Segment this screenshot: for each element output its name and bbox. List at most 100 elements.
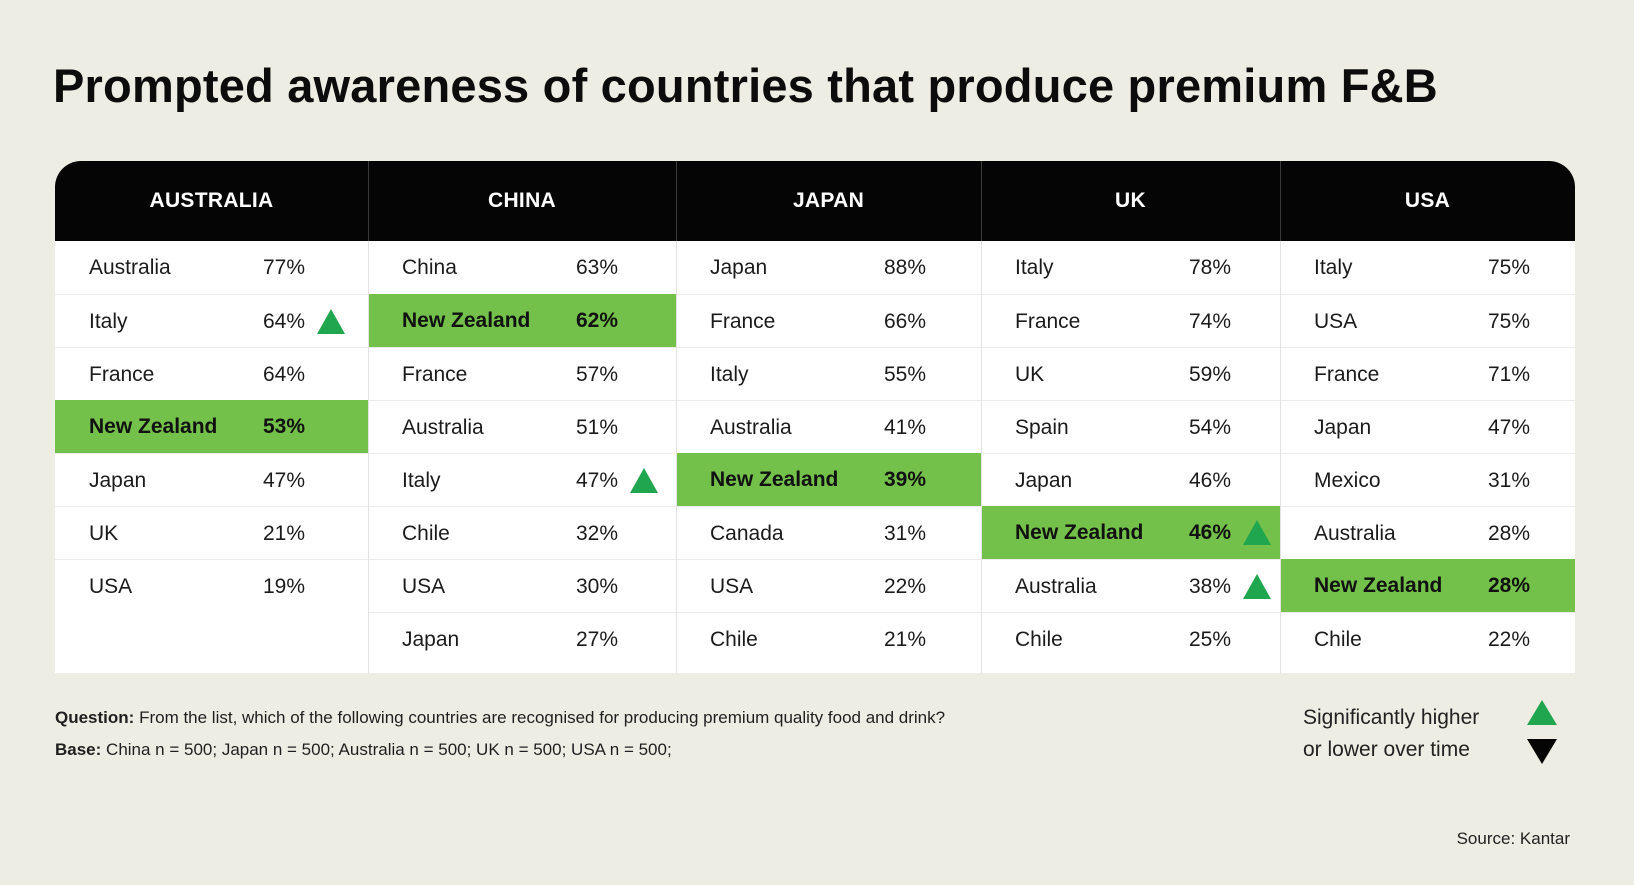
- question-note: Question: From the list, which of the fo…: [55, 702, 945, 734]
- country-name: Japan: [710, 256, 768, 279]
- table-row: France 71%: [1280, 347, 1575, 400]
- awareness-value: 57%: [576, 363, 619, 386]
- table-row-highlighted: New Zealand 53%: [55, 400, 368, 453]
- country-name: New Zealand: [402, 309, 531, 332]
- country-name: USA: [89, 575, 133, 598]
- table-row: Japan 47%: [1280, 400, 1575, 453]
- country-name: Italy: [710, 363, 749, 386]
- awareness-value: 19%: [263, 575, 306, 598]
- awareness-value: 22%: [1488, 628, 1531, 651]
- column-header: JAPAN: [792, 189, 865, 212]
- awareness-value: 53%: [263, 415, 306, 438]
- table-row: Australia 28%: [1280, 506, 1575, 559]
- column-divider: [368, 161, 369, 673]
- awareness-value: 51%: [576, 416, 619, 439]
- country-name: France: [1015, 310, 1081, 333]
- awareness-value: 28%: [1488, 522, 1531, 545]
- table-row: France 74%: [981, 294, 1280, 347]
- country-name: Australia: [89, 256, 171, 279]
- legend-line-1: Significantly higher: [1303, 706, 1480, 729]
- table-row: Japan 88%: [676, 241, 981, 294]
- country-name: Japan: [89, 469, 147, 492]
- country-name: Chile: [402, 522, 450, 545]
- awareness-value: 55%: [884, 363, 927, 386]
- awareness-value: 77%: [263, 256, 306, 279]
- awareness-value: 88%: [884, 256, 927, 279]
- awareness-value: 32%: [576, 522, 619, 545]
- awareness-value: 39%: [884, 468, 927, 491]
- awareness-value: 30%: [576, 575, 619, 598]
- awareness-value: 75%: [1488, 256, 1531, 279]
- awareness-value: 31%: [884, 522, 927, 545]
- table-row: Japan 46%: [981, 453, 1280, 506]
- country-name: Mexico: [1314, 469, 1381, 492]
- awareness-value: 78%: [1189, 256, 1232, 279]
- table-row: Chile 22%: [1280, 612, 1575, 665]
- country-name: Italy: [89, 310, 128, 333]
- column-header: CHINA: [488, 189, 556, 212]
- awareness-value: 28%: [1488, 574, 1531, 597]
- country-name: China: [402, 256, 457, 279]
- country-name: Chile: [1015, 628, 1063, 651]
- column-header: USA: [1404, 189, 1451, 212]
- country-name: Chile: [1314, 628, 1362, 651]
- country-name: Australia: [1314, 522, 1396, 545]
- country-name: Australia: [1015, 575, 1097, 598]
- table-row-highlighted: New Zealand 46%: [981, 506, 1280, 559]
- legend-line-2: or lower over time: [1303, 738, 1470, 761]
- country-name: Canada: [710, 522, 784, 545]
- table-row: USA 75%: [1280, 294, 1575, 347]
- column-header: UK: [1115, 189, 1146, 212]
- country-name: New Zealand: [89, 415, 218, 438]
- column-divider: [676, 161, 677, 673]
- table-row: Mexico 31%: [1280, 453, 1575, 506]
- country-name: USA: [710, 575, 754, 598]
- table-row: China 63%: [368, 241, 676, 294]
- header-divider: [368, 161, 369, 241]
- footnotes: Question: From the list, which of the fo…: [55, 702, 945, 766]
- awareness-value: 62%: [576, 309, 619, 332]
- table-row: France 57%: [368, 347, 676, 400]
- table-row: Italy 75%: [1280, 241, 1575, 294]
- column-china: CHINA China 63% New Zealand 62% France 57% Aust…: [368, 161, 676, 673]
- table-row-highlighted: New Zealand 28%: [1280, 559, 1575, 612]
- country-name: France: [1314, 363, 1380, 386]
- table-row: France 64%: [55, 347, 368, 400]
- table-header-bar: [55, 161, 1575, 241]
- country-name: Spain: [1015, 416, 1069, 439]
- trend-up-icon: [317, 309, 345, 334]
- country-name: UK: [1015, 363, 1045, 386]
- table-row: Italy 55%: [676, 347, 981, 400]
- page-title: Prompted awareness of countries that pro…: [53, 59, 1438, 112]
- awareness-value: 22%: [884, 575, 927, 598]
- source-note: Source: Kantar: [1456, 829, 1570, 848]
- awareness-value: 21%: [263, 522, 306, 545]
- table-row-highlighted: New Zealand 62%: [368, 294, 676, 347]
- table-row: Italy 64%: [55, 294, 368, 347]
- table-row: France 66%: [676, 294, 981, 347]
- country-name: France: [89, 363, 155, 386]
- country-name: USA: [402, 575, 446, 598]
- country-name: Japan: [402, 628, 460, 651]
- table-row: Chile 32%: [368, 506, 676, 559]
- awareness-value: 47%: [1488, 416, 1531, 439]
- awareness-value: 25%: [1189, 628, 1232, 651]
- base-note: Base: China n = 500; Japan n = 500; Aust…: [55, 734, 945, 766]
- table-row: Australia 38%: [981, 559, 1280, 612]
- table-row-highlighted: New Zealand 39%: [676, 453, 981, 506]
- awareness-value: 27%: [576, 628, 619, 651]
- table-row: Chile 21%: [676, 612, 981, 665]
- awareness-value: 46%: [1189, 521, 1232, 544]
- table-row: Spain 54%: [981, 400, 1280, 453]
- trend-up-icon: [630, 468, 658, 493]
- legend-down-arrow-icon: [1527, 739, 1557, 764]
- awareness-value: 47%: [263, 469, 306, 492]
- country-name: Japan: [1314, 416, 1372, 439]
- awareness-value: 21%: [884, 628, 927, 651]
- awareness-value: 59%: [1189, 363, 1232, 386]
- table-row: USA 22%: [676, 559, 981, 612]
- table-row: Australia 41%: [676, 400, 981, 453]
- country-name: France: [710, 310, 776, 333]
- awareness-value: 74%: [1189, 310, 1232, 333]
- header-divider: [1280, 161, 1281, 241]
